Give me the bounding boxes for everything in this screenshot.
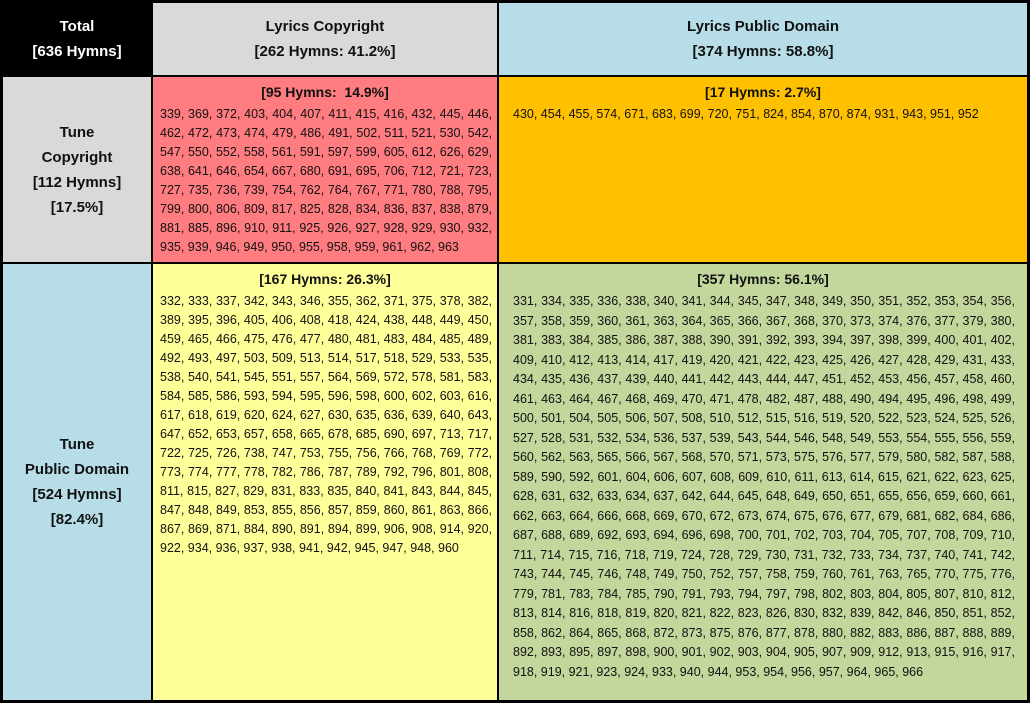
cell-tune-copyright-lyrics-public-domain: [17 Hymns: 2.7%] 430, 454, 455, 574, 671… — [499, 77, 1027, 262]
row-header-tune-copyright-text: Tune Copyright [112 Hymns] [17.5%] — [32, 123, 122, 216]
cell-tune-public-domain-lyrics-copyright: [167 Hymns: 26.3%] 332, 333, 337, 342, 3… — [153, 264, 497, 700]
hymn-number-list: 339, 369, 372, 403, 404, 407, 411, 415, … — [160, 107, 492, 254]
hymn-number-list: 430, 454, 455, 574, 671, 683, 699, 720, … — [513, 107, 979, 121]
col-header-lyrics-public-domain: Lyrics Public Domain [374 Hymns: 58.8%] — [499, 3, 1027, 75]
total-header-cell: Total [636 Hymns] — [3, 3, 151, 75]
col-header-lyrics-copyright: Lyrics Copyright [262 Hymns: 41.2%] — [153, 3, 497, 75]
count-label-tune-copyright-lyrics-public-domain: [17 Hymns: 2.7%] — [705, 84, 821, 100]
col-header-lyrics-public-domain-text: Lyrics Public Domain [374 Hymns: 58.8%] — [687, 18, 839, 60]
count-label-tune-copyright-lyrics-copyright: [95 Hymns: 14.9%] — [261, 84, 389, 100]
total-header-text: Total [636 Hymns] — [32, 18, 122, 60]
count-label-tune-public-domain-lyrics-public-domain: [357 Hymns: 56.1%] — [697, 271, 829, 287]
col-header-lyrics-copyright-text: Lyrics Copyright [262 Hymns: 41.2%] — [254, 18, 396, 60]
row-header-tune-public-domain: Tune Public Domain [524 Hymns] [82.4%] — [3, 264, 151, 700]
hymn-number-list: 332, 333, 337, 342, 343, 346, 355, 362, … — [160, 294, 492, 555]
cell-tune-copyright-lyrics-copyright: [95 Hymns: 14.9%] 339, 369, 372, 403, 40… — [153, 77, 497, 262]
hymn-number-list: 331, 334, 335, 336, 338, 340, 341, 344, … — [513, 294, 1015, 679]
row-header-tune-copyright: Tune Copyright [112 Hymns] [17.5%] — [3, 77, 151, 262]
count-label-tune-public-domain-lyrics-copyright: [167 Hymns: 26.3%] — [259, 271, 391, 287]
cell-tune-public-domain-lyrics-public-domain: [357 Hymns: 56.1%] 331, 334, 335, 336, 3… — [499, 264, 1027, 700]
row-header-tune-public-domain-text: Tune Public Domain [524 Hymns] [82.4%] — [24, 436, 130, 528]
